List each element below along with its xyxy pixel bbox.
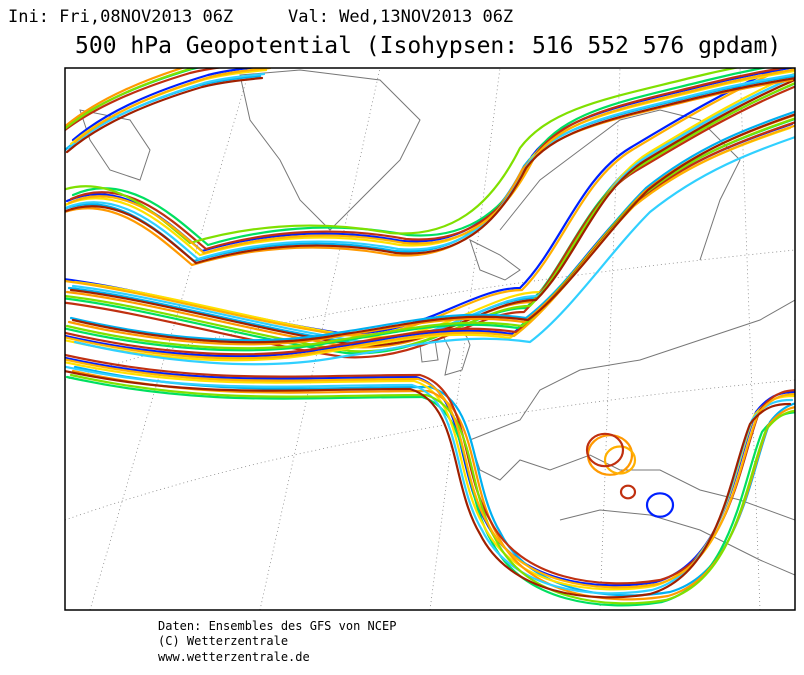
isohypse [65,365,794,595]
credit-line: (C) Wetterzentrale [158,634,288,648]
isohypse [65,121,795,356]
cutoff-low [603,445,637,475]
isohypse [65,369,792,599]
map-frame [64,67,796,611]
isohypse [69,78,795,347]
isohypse [71,68,769,247]
coastline [79,109,521,281]
isohypse [71,113,795,344]
map [64,67,796,611]
cutoff-low [585,432,625,468]
isohypse [65,375,795,607]
isohypse [73,135,795,366]
graticule [65,68,795,610]
map-content [65,68,795,610]
init-time: Ini: Fri,08NOV2013 06Z [8,7,233,27]
isohypse [67,68,795,255]
isohypse [73,68,272,144]
isohypse [65,68,740,245]
isohypse [65,353,795,585]
isohypse [65,68,788,337]
isohypse [69,373,795,605]
isohypse [65,81,795,353]
isohypse [65,76,264,154]
isohypse [65,77,795,265]
coastline [469,109,795,576]
isohypse [71,75,795,343]
isohypse [65,73,795,261]
cutoff-low [645,492,675,518]
isohypse [65,82,795,355]
isohypse [65,68,224,132]
isohypse [65,117,795,350]
credit-line: www.wetterzentrale.de [158,650,310,664]
cutoff-low [619,484,637,500]
valid-time: Val: Wed,13NOV2013 06Z [288,7,513,27]
isohypse [69,110,795,342]
isohypse [65,68,197,131]
isohypse [65,358,795,589]
isohypse [65,85,795,359]
isohypse [65,124,795,360]
isohypse [69,68,789,251]
isohypse [67,72,266,150]
credit-line: Daten: Ensembles des GFS von NCEP [158,619,396,633]
coastline [239,69,421,231]
map-title: 500 hPa Geopotential (Isohypsen: 516 552… [75,33,781,59]
isohypse [73,72,795,339]
